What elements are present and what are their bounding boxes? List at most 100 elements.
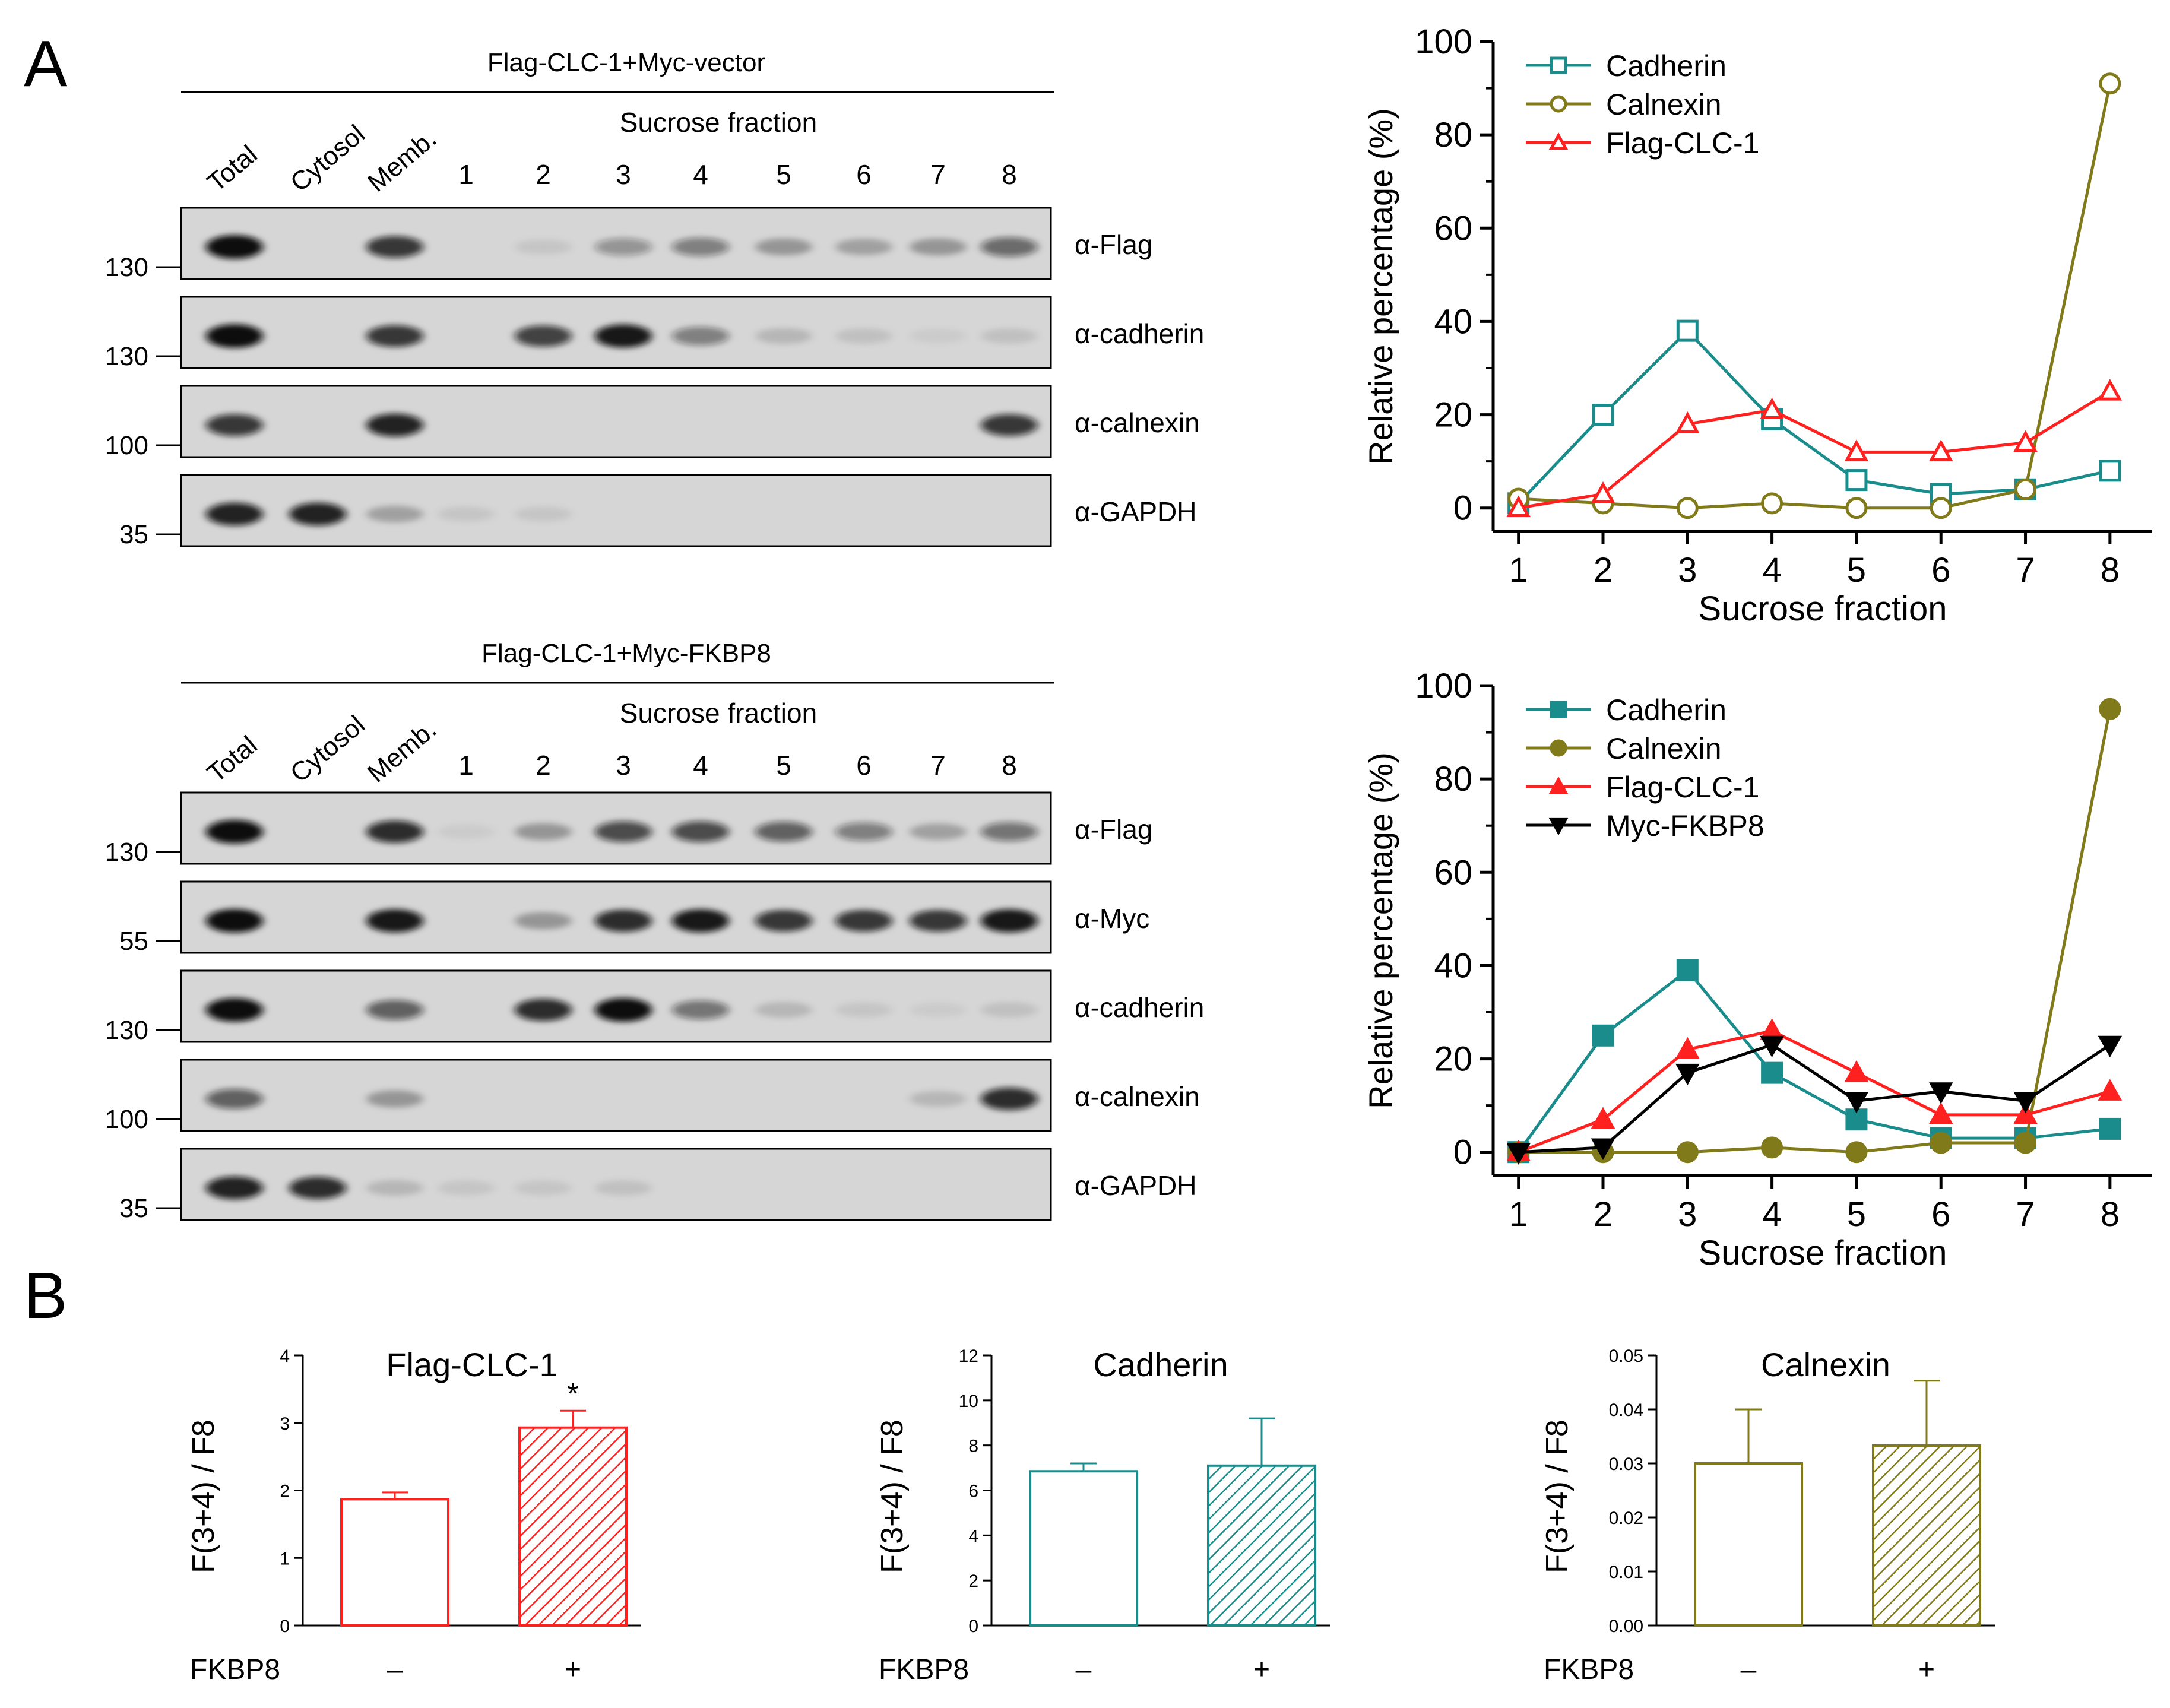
series-line <box>1518 83 2112 510</box>
blot-band <box>981 909 1038 933</box>
mw-marker: 130 <box>105 838 148 867</box>
series-line <box>1518 1043 2111 1154</box>
bar-group: + <box>1872 1380 1981 1685</box>
blot-band <box>515 239 572 255</box>
chart-title: Flag-CLC-1 <box>386 1346 557 1383</box>
blot-band <box>835 910 892 932</box>
bar <box>1029 1470 1138 1627</box>
blot-strip-frame <box>180 1059 1052 1132</box>
bar <box>1872 1444 1981 1627</box>
x-tick-label: 4 <box>1762 1195 1781 1234</box>
fraction-label: 3 <box>616 159 631 190</box>
fraction-label: 6 <box>856 750 872 781</box>
series-flag-clc-1: Flag-CLC-1 <box>1506 771 2123 1162</box>
western-blot-fkbp8: Flag-CLC-1+Myc-FKBP8 Sucrose fraction Tota… <box>105 639 1205 1223</box>
blot-band <box>289 1177 346 1199</box>
y-tick-label: 0 <box>280 1617 290 1636</box>
y-tick-label: 2 <box>280 1482 290 1501</box>
data-point <box>1844 439 1869 461</box>
data-point <box>1591 1138 1615 1161</box>
fraction-label: 4 <box>693 159 708 190</box>
blot-band <box>206 1176 263 1200</box>
line-chart-vector: 0 20 40 60 80 100 1 2 3 4 5 6 7 8 Sucrose fraction Rela… <box>1362 23 2152 628</box>
category-label: – <box>1076 1654 1092 1685</box>
antibody-label: α-calnexin <box>1075 407 1200 438</box>
y-tick-label: 100 <box>1415 667 1472 705</box>
data-point <box>2098 1079 2123 1101</box>
series-line <box>1518 390 2111 510</box>
x-tick-label: 7 <box>2016 1195 2035 1234</box>
blot-band <box>515 325 572 347</box>
legend-marker <box>1550 739 1567 757</box>
data-point <box>1928 439 1953 461</box>
antibody-label: α-cadherin <box>1075 318 1204 349</box>
legend-marker <box>1548 132 1569 150</box>
legend-label: Calnexin <box>1606 732 1722 765</box>
lane-label: Total <box>202 140 263 197</box>
blot-band <box>672 1000 729 1019</box>
sucrose-fraction-label: Sucrose fraction <box>620 107 817 138</box>
category-label: + <box>1918 1654 1935 1685</box>
data-point <box>2098 1035 2123 1058</box>
significance-mark: * <box>567 1377 578 1410</box>
blot-band <box>981 822 1038 841</box>
y-tick-label: 0.01 <box>1609 1563 1643 1582</box>
y-tick-label: 60 <box>1434 853 1472 892</box>
y-tick-label: 40 <box>1434 946 1472 985</box>
antibody-label: α-Flag <box>1075 814 1152 845</box>
data-point <box>1592 1024 1614 1047</box>
blot-band <box>981 1002 1038 1018</box>
legend-label: Flag-CLC-1 <box>1606 771 1759 804</box>
y-axis-title: F(3+4) / F8 <box>186 1419 221 1573</box>
blot-strip: 130 α-cadherin <box>105 296 1204 371</box>
fraction-label: 6 <box>856 159 872 190</box>
blot-band <box>206 998 263 1022</box>
mw-marker: 130 <box>105 1016 148 1045</box>
y-tick-label: 0.02 <box>1609 1509 1643 1528</box>
lane-label: Cytosol <box>285 710 370 788</box>
x-axis-title: Sucrose fraction <box>1698 590 1947 628</box>
blot-title: Flag-CLC-1+Myc-FKBP8 <box>481 639 771 668</box>
blot-strip: 130 α-cadherin <box>105 969 1204 1045</box>
y-tick-label: 0.00 <box>1609 1617 1643 1636</box>
data-point <box>1676 1141 1699 1164</box>
mw-marker: 35 <box>119 1194 148 1223</box>
lane-label: Memb. <box>362 124 442 198</box>
blot-band <box>438 506 495 522</box>
data-point <box>1592 404 1614 426</box>
data-point <box>1845 469 1868 492</box>
category-label: + <box>1253 1654 1270 1685</box>
data-point <box>1928 1102 1953 1124</box>
y-axis-title: F(3+4) / F8 <box>1540 1419 1575 1573</box>
x-tick-label: 1 <box>1509 551 1528 590</box>
series-line <box>1518 1029 2111 1154</box>
mw-marker: 100 <box>105 1105 148 1134</box>
blot-band <box>755 822 812 842</box>
bar <box>518 1426 628 1627</box>
antibody-label: α-Flag <box>1075 229 1152 260</box>
data-point <box>1844 1060 1869 1082</box>
y-tick-label: 80 <box>1434 116 1472 154</box>
data-point <box>1930 497 1952 519</box>
blot-band <box>515 506 572 522</box>
fraction-label: 5 <box>776 750 791 781</box>
data-point <box>1591 1107 1615 1129</box>
series-cadherin: Cadherin <box>1507 693 2121 1164</box>
bar <box>1694 1462 1803 1627</box>
y-tick-label: 8 <box>968 1437 978 1456</box>
legend-label: Flag-CLC-1 <box>1606 126 1759 160</box>
y-tick-label: 2 <box>968 1571 978 1591</box>
blot-band <box>366 506 423 522</box>
x-tick-label: 2 <box>1594 551 1613 590</box>
blot-band <box>206 414 263 436</box>
data-point <box>2098 379 2123 401</box>
blot-band <box>366 820 423 843</box>
data-point <box>1676 497 1699 519</box>
y-tick-label: 0 <box>1453 489 1472 528</box>
series-calnexin: Calnexin <box>1507 698 2121 1164</box>
blot-strip: 100 α-calnexin <box>105 1059 1200 1134</box>
fraction-label: 4 <box>693 750 708 781</box>
mw-marker: 55 <box>119 927 148 956</box>
panel-label-b: B <box>24 1259 67 1332</box>
